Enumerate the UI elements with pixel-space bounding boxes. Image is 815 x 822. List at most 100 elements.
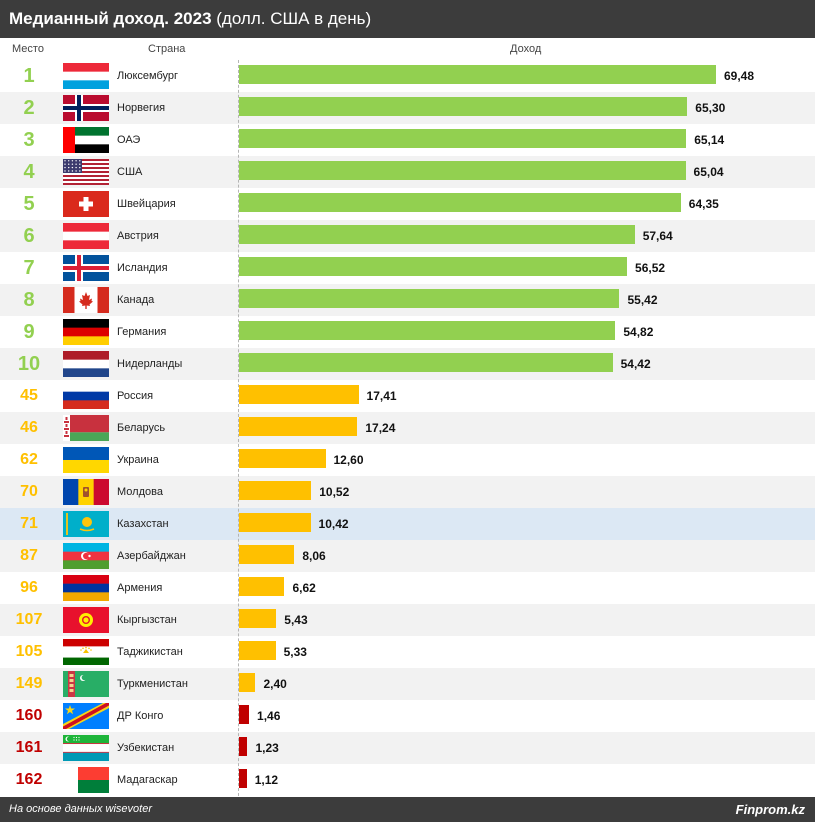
rank-label: 161 bbox=[15, 739, 43, 756]
country-label: Казахстан bbox=[117, 518, 169, 530]
table-row: 46 Беларусь 17,24 bbox=[0, 412, 815, 444]
data-label: 65,04 bbox=[693, 165, 724, 179]
chart-title-unit: (долл. США в день) bbox=[211, 9, 372, 28]
luxembourg-flag bbox=[63, 63, 109, 89]
table-row: 107 Кыргызстан 5,43 bbox=[0, 604, 815, 636]
country-label: ДР Конго bbox=[117, 710, 164, 722]
table-row: 9 Германия 54,82 bbox=[0, 316, 815, 348]
bar bbox=[239, 513, 311, 532]
rank-label: 62 bbox=[20, 451, 38, 468]
rank-label: 6 bbox=[23, 225, 35, 247]
armenia-flag bbox=[63, 575, 109, 601]
bar bbox=[239, 705, 250, 724]
bar bbox=[239, 65, 716, 84]
data-label: 8,06 bbox=[302, 549, 326, 563]
rank-label: 2 bbox=[23, 97, 35, 119]
country-label: Кыргызстан bbox=[117, 614, 177, 626]
country-label: Туркменистан bbox=[117, 678, 188, 690]
data-label: 5,33 bbox=[283, 645, 307, 659]
footer: На основе данных wisevoter Finprom.kz bbox=[0, 797, 815, 822]
country-label: Мадагаскар bbox=[117, 774, 178, 786]
table-row: 1 Люксембург 69,48 bbox=[0, 60, 815, 92]
rank-label: 87 bbox=[20, 547, 38, 564]
country-label: Норвегия bbox=[117, 102, 166, 114]
axis-baseline bbox=[238, 60, 239, 796]
uae-flag bbox=[63, 127, 109, 153]
table-row: 70 Молдова 10,52 bbox=[0, 476, 815, 508]
madagascar-flag bbox=[63, 767, 109, 793]
belarus-flag bbox=[63, 415, 109, 441]
rank-label: 7 bbox=[23, 257, 35, 279]
data-label: 1,12 bbox=[254, 773, 279, 787]
data-label: 56,52 bbox=[635, 261, 666, 275]
table-row: 3 ОАЭ 65,14 bbox=[0, 124, 815, 156]
table-row: 161 Узбекистан 1,23 bbox=[0, 732, 815, 764]
data-label: 6,62 bbox=[292, 581, 316, 595]
country-label: Узбекистан bbox=[117, 742, 175, 754]
data-label: 64,35 bbox=[688, 197, 719, 211]
table-row: 87 Азербайджан 8,06 bbox=[0, 540, 815, 572]
data-label: 5,43 bbox=[284, 613, 308, 627]
moldova-flag bbox=[63, 479, 109, 505]
rank-label: 8 bbox=[23, 289, 35, 311]
table-row: 149 Туркменистан 2,40 bbox=[0, 668, 815, 700]
country-label: Украина bbox=[117, 454, 159, 466]
bar bbox=[239, 417, 358, 436]
uzbekistan-flag bbox=[63, 735, 109, 761]
bar bbox=[239, 641, 276, 660]
bar bbox=[239, 193, 681, 212]
country-label: Швейцария bbox=[117, 198, 176, 210]
table-row: 8 Канада 55,42 bbox=[0, 284, 815, 316]
rank-label: 1 bbox=[23, 65, 35, 87]
column-header-country: Страна bbox=[148, 43, 186, 55]
table-row: 160 ДР Конго 1,46 bbox=[0, 700, 815, 732]
rank-label: 4 bbox=[23, 161, 35, 183]
azerbaijan-flag bbox=[63, 543, 109, 569]
bar bbox=[239, 129, 687, 148]
data-label: 57,64 bbox=[642, 229, 673, 243]
bar bbox=[239, 609, 277, 628]
bar bbox=[239, 577, 285, 596]
country-label: Азербайджан bbox=[117, 550, 186, 562]
rank-label: 70 bbox=[20, 483, 38, 500]
data-label: 17,41 bbox=[366, 389, 397, 403]
country-label: США bbox=[117, 166, 143, 178]
norway-flag bbox=[63, 95, 109, 121]
column-header-value: Доход bbox=[510, 43, 542, 55]
table-row: 6 Австрия 57,64 bbox=[0, 220, 815, 252]
data-label: 12,60 bbox=[333, 453, 364, 467]
table-row: 2 Норвегия 65,30 bbox=[0, 92, 815, 124]
rank-label: 107 bbox=[15, 611, 43, 628]
country-label: Исландия bbox=[117, 262, 168, 274]
austria-flag bbox=[63, 223, 109, 249]
table-row: 71 Казахстан 10,42 bbox=[0, 508, 815, 540]
dr-congo-flag bbox=[63, 703, 109, 729]
data-label: 10,42 bbox=[318, 517, 349, 531]
data-label: 1,23 bbox=[255, 741, 279, 755]
kazakhstan-flag bbox=[63, 511, 109, 537]
table-row: 7 Исландия 56,52 bbox=[0, 252, 815, 284]
rank-label: 160 bbox=[15, 707, 43, 724]
table-row: 96 Армения 6,62 bbox=[0, 572, 815, 604]
kyrgyzstan-flag bbox=[63, 607, 109, 633]
bar bbox=[239, 353, 613, 372]
netherlands-flag bbox=[63, 351, 109, 377]
data-label: 55,42 bbox=[627, 293, 658, 307]
ukraine-flag bbox=[63, 447, 109, 473]
rank-label: 3 bbox=[23, 129, 35, 151]
country-label: Таджикистан bbox=[117, 646, 183, 658]
germany-flag bbox=[63, 319, 109, 345]
rank-label: 45 bbox=[20, 387, 38, 404]
country-label: Канада bbox=[117, 294, 155, 306]
usa-flag bbox=[63, 159, 109, 185]
table-row: 62 Украина 12,60 bbox=[0, 444, 815, 476]
chart-title-bold: Медианный доход. 2023 bbox=[9, 9, 212, 28]
bar bbox=[239, 737, 248, 756]
bar bbox=[239, 257, 628, 276]
bar bbox=[239, 449, 326, 468]
data-label: 54,42 bbox=[620, 357, 651, 371]
data-label: 65,30 bbox=[695, 101, 726, 115]
bar bbox=[239, 321, 616, 340]
country-label: Армения bbox=[117, 582, 163, 594]
rank-label: 10 bbox=[17, 353, 41, 375]
